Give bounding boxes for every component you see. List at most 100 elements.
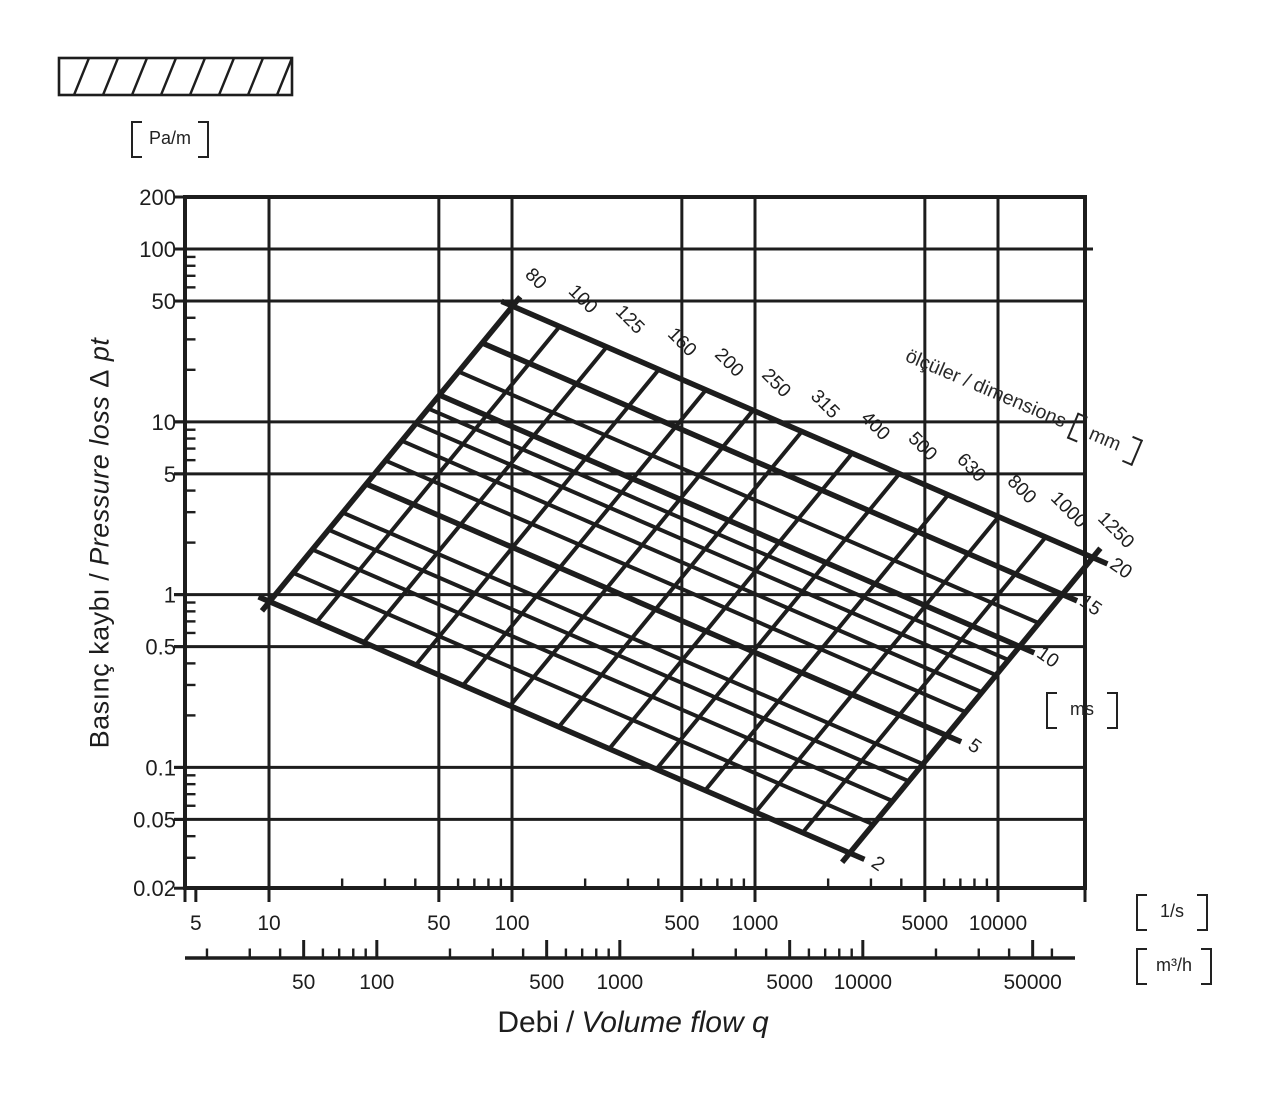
flow-m3h-unit-label: m³/h — [1136, 948, 1212, 985]
diameter-label: 200 — [710, 344, 747, 381]
y-tick-label: 10 — [152, 410, 176, 435]
flow-m3h-unit-text: m³/h — [1156, 955, 1192, 975]
x-tick-label-ls: 100 — [494, 912, 529, 935]
mesh-diameter-line — [840, 546, 1103, 865]
velocity-unit-label: ms — [1046, 692, 1118, 729]
duct-symbol-hatch-line — [275, 57, 294, 96]
y-tick-label: 200 — [139, 185, 176, 210]
x-tick-label-m3h: 1000 — [596, 971, 643, 994]
duct-symbol-hatch-line — [101, 57, 120, 96]
diameter-label: 1250 — [1093, 508, 1138, 553]
flow-ls-unit-label: 1/s — [1136, 894, 1209, 931]
duct-symbol-hatch-line — [188, 57, 207, 96]
left-bracket-icon — [1136, 894, 1147, 931]
pressure-unit-label: Pa/m — [131, 121, 210, 158]
mesh-diameter-line — [508, 409, 755, 708]
mesh-diameter-line — [654, 472, 901, 771]
x-tick-label-m3h: 50 — [292, 971, 315, 994]
x-tick-label-m3h: 5000 — [766, 971, 813, 994]
x-tick-label-m3h: 100 — [359, 971, 394, 994]
mesh-diameter-line — [461, 388, 708, 687]
y-tick-label: 0.02 — [133, 876, 176, 901]
x-tick-label-ls: 500 — [664, 912, 699, 935]
velocity-label: 2 — [867, 852, 889, 876]
x-tick-label-ls: 10 — [257, 912, 280, 935]
right-bracket-icon — [1201, 948, 1212, 985]
mesh-diameter-line — [259, 295, 523, 613]
y-tick-label: 1 — [164, 583, 176, 608]
x-tick-label-m3h: 50000 — [1003, 971, 1061, 994]
y-axis-title-sub: pt — [84, 337, 115, 362]
x-tick-label-m3h: 500 — [529, 971, 564, 994]
m3h-axis-layer: 50 100 500 1000 5000 10000 50000 — [185, 940, 1075, 994]
diameter-label: 125 — [611, 301, 648, 338]
diameter-label: 315 — [806, 386, 843, 423]
duct-symbol-hatch-line — [246, 57, 265, 96]
left-bracket-icon — [1136, 948, 1147, 985]
x-tick-label-ls: 5 — [190, 912, 202, 935]
velocity-unit-text: ms — [1070, 699, 1094, 719]
x-tick-label-ls: 1000 — [732, 912, 779, 935]
duct-symbol-hatch-line — [130, 57, 149, 96]
y-tick-label: 0.05 — [133, 807, 176, 832]
diameter-label: 630 — [952, 449, 989, 486]
right-bracket-icon — [1107, 692, 1118, 729]
mesh-diameter-line — [557, 430, 804, 729]
left-bracket-icon — [131, 121, 142, 158]
mesh-velocity-line — [438, 392, 1036, 656]
duct-symbol-hatch-line — [217, 57, 236, 96]
flow-ls-unit-text: 1/s — [1160, 901, 1185, 921]
y-tick-label: 100 — [139, 237, 176, 262]
diameter-label: 500 — [904, 428, 941, 465]
mesh-velocity-line — [365, 481, 963, 745]
y-axis-title: Basınç kaybı / Pressure loss Δ pt — [85, 338, 116, 749]
mesh-diameter-line — [362, 345, 609, 644]
mesh-diameter-line — [754, 515, 1001, 814]
right-bracket-icon — [198, 121, 210, 158]
y-tick-label: 0.5 — [145, 635, 176, 660]
mesh-velocity-line — [257, 594, 866, 862]
hatched-duct-symbol — [57, 56, 294, 97]
x-axis-title: Debi / Volume flow q — [333, 1006, 933, 1040]
diameter-label: 800 — [1003, 471, 1040, 508]
left-bracket-icon — [1067, 412, 1089, 443]
mesh-diameter-line — [414, 368, 661, 667]
x-tick-label-ls: 5000 — [901, 912, 948, 935]
velocity-label: 20 — [1106, 553, 1137, 584]
x-axis-title-en: Volume flow q — [581, 1006, 769, 1039]
x-axis-title-tr: Debi — [497, 1006, 560, 1039]
pressure-unit-text: Pa/m — [149, 128, 192, 148]
grid-layer — [174, 195, 1093, 902]
diameter-label: 250 — [757, 365, 794, 402]
duct-symbol-outline — [57, 56, 294, 97]
velocity-label: 5 — [964, 734, 986, 758]
mesh-layer — [257, 295, 1109, 865]
delta-symbol: Δ — [84, 369, 115, 388]
y-axis-title-tr: Basınç kaybı — [84, 587, 115, 749]
mesh-velocity-line — [500, 298, 1109, 567]
duct-symbol-hatch-line — [72, 57, 91, 96]
diameter-label: 100 — [564, 281, 601, 318]
y-axis-title-en: Pressure loss — [84, 395, 115, 566]
x-tick-label-m3h: 10000 — [834, 971, 892, 994]
x-axis-title-sep: / — [566, 1006, 575, 1039]
axis-labels-layer: 200 100 50 10 5 1 0.5 0.1 0.05 0.02 5 10 50 100 500 100… — [133, 185, 1027, 935]
y-tick-label: 5 — [164, 462, 176, 487]
duct-symbol-hatch-line — [159, 57, 178, 96]
mesh-diameter-line — [607, 452, 854, 751]
left-bracket-icon — [1046, 692, 1057, 729]
mesh-diameter-line — [801, 535, 1048, 834]
diameter-label: 160 — [663, 324, 700, 361]
right-bracket-icon — [1197, 894, 1209, 931]
mesh-diameter-line — [703, 493, 950, 792]
diameter-label: 80 — [521, 264, 551, 294]
y-tick-label: 0.1 — [145, 755, 176, 780]
mesh-velocity-line — [481, 340, 1079, 604]
x-tick-label-ls: 10000 — [969, 912, 1027, 935]
y-tick-label: 50 — [152, 289, 176, 314]
diameter-label: 400 — [857, 408, 894, 445]
mesh-diameter-line — [315, 325, 562, 624]
